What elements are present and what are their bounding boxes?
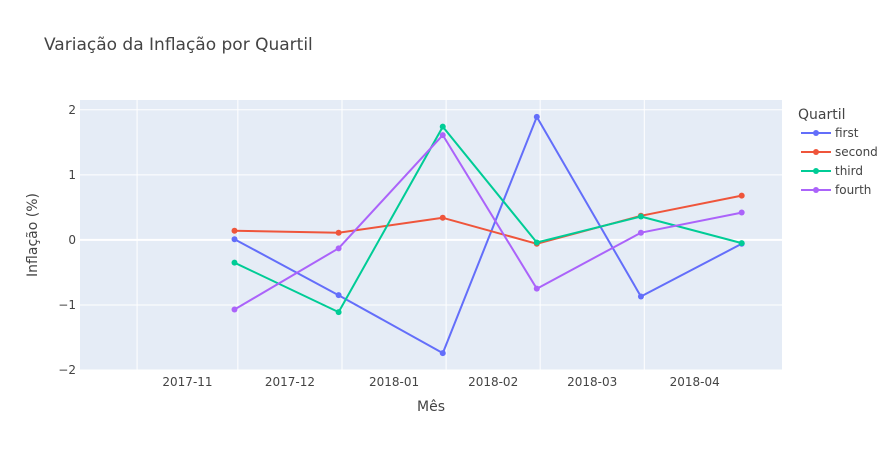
- data-point-fourth[interactable]: [738, 209, 745, 216]
- x-tick-label: 2018-01: [369, 375, 419, 389]
- x-tick-label: 2017-12: [265, 375, 315, 389]
- series-group: [231, 113, 745, 357]
- data-point-third[interactable]: [335, 309, 342, 316]
- data-point-second[interactable]: [738, 192, 745, 199]
- y-tick-label: 1: [68, 168, 76, 182]
- data-point-second[interactable]: [231, 227, 238, 234]
- grid-lines: [80, 100, 782, 371]
- data-point-fourth[interactable]: [533, 285, 540, 292]
- legend-swatch-marker: [813, 130, 819, 136]
- x-tick-label: 2018-03: [567, 375, 617, 389]
- data-point-third[interactable]: [637, 213, 644, 220]
- data-point-second[interactable]: [439, 214, 446, 221]
- x-tick-label: 2018-04: [670, 375, 720, 389]
- series-third: [231, 123, 745, 316]
- y-tick-label: 2: [68, 103, 76, 117]
- legend-item-fourth[interactable]: fourth: [801, 183, 871, 197]
- data-point-fourth[interactable]: [335, 245, 342, 252]
- y-tick-labels: −2 −1 0 1 2: [58, 103, 76, 377]
- data-point-first[interactable]: [231, 236, 238, 243]
- legend-item-second[interactable]: second: [801, 145, 878, 159]
- legend-label: first: [835, 126, 859, 140]
- legend: Quartil first second third fourth: [798, 107, 878, 197]
- x-tick-label: 2017-11: [162, 375, 212, 389]
- x-tick-label: 2018-02: [468, 375, 518, 389]
- series-fourth: [231, 132, 745, 313]
- data-point-third[interactable]: [439, 123, 446, 130]
- plot-background: [80, 100, 782, 370]
- y-tick-label: −2: [58, 363, 76, 377]
- legend-swatch-marker: [813, 187, 819, 193]
- data-point-first[interactable]: [335, 292, 342, 299]
- legend-swatch-marker: [813, 168, 819, 174]
- data-point-second[interactable]: [335, 229, 342, 236]
- y-tick-label: −1: [58, 298, 76, 312]
- data-point-first[interactable]: [637, 293, 644, 300]
- legend-item-first[interactable]: first: [801, 126, 859, 140]
- legend-label: third: [835, 164, 863, 178]
- series-line-fourth: [233, 134, 742, 311]
- data-point-fourth[interactable]: [439, 132, 446, 139]
- chart-title: Variação da Inflação por Quartil: [44, 35, 313, 55]
- data-point-first[interactable]: [533, 113, 540, 120]
- data-point-first[interactable]: [439, 350, 446, 357]
- data-point-third[interactable]: [533, 239, 540, 246]
- y-axis-title: Inflação (%): [25, 193, 41, 277]
- legend-swatch-marker: [813, 149, 819, 155]
- series-line-first: [234, 115, 743, 355]
- x-tick-labels: 2017-11 2017-12 2018-01 2018-02 2018-03 2018-…: [162, 375, 719, 389]
- y-tick-label: 0: [68, 233, 76, 247]
- series-line-third: [234, 125, 742, 314]
- data-point-third[interactable]: [738, 240, 745, 247]
- legend-title: Quartil: [798, 107, 846, 123]
- data-point-third[interactable]: [231, 259, 238, 266]
- legend-item-third[interactable]: third: [801, 164, 863, 178]
- legend-label: fourth: [835, 183, 871, 197]
- x-axis-title: Mês: [417, 399, 445, 415]
- data-point-fourth[interactable]: [637, 229, 644, 236]
- data-point-fourth[interactable]: [231, 306, 238, 313]
- series-line-second: [234, 194, 742, 245]
- legend-label: second: [835, 145, 878, 159]
